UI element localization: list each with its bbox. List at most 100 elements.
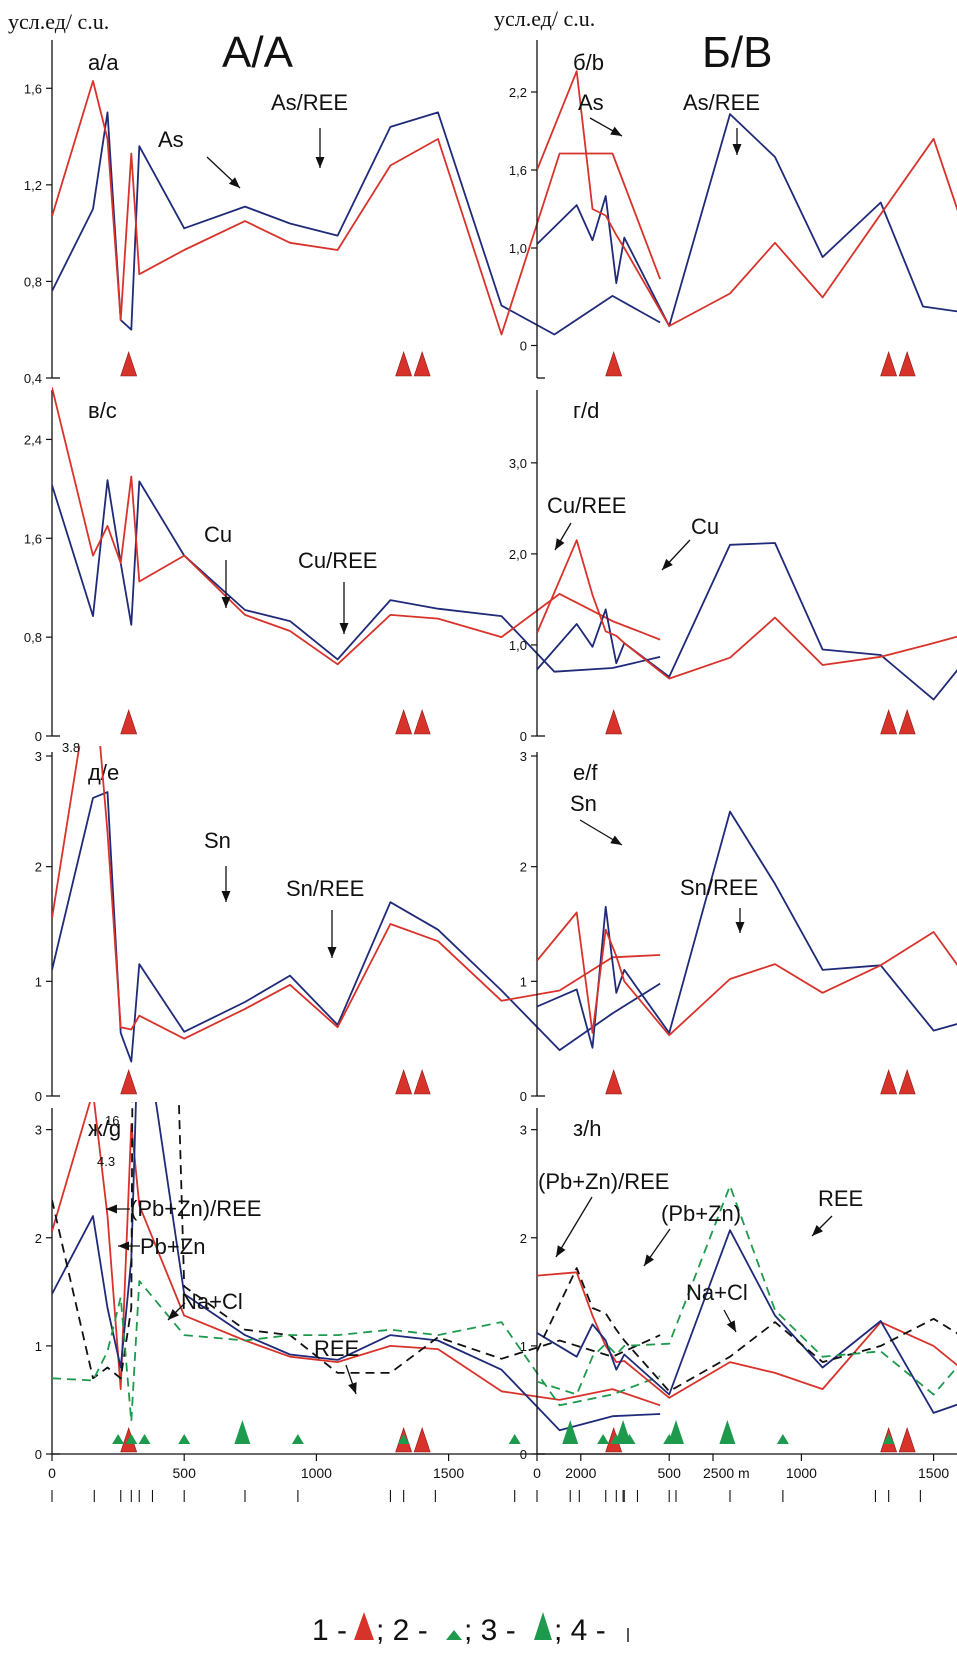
red-triangle-marker bbox=[605, 709, 623, 735]
annotation-arrowhead bbox=[228, 177, 240, 188]
annotation-label: Na+Cl bbox=[686, 1280, 748, 1305]
annotation-label: Cu/REE bbox=[547, 493, 626, 518]
green-triangle-small-marker bbox=[112, 1434, 125, 1444]
annotation-arrowhead bbox=[106, 1204, 117, 1214]
panel-label: а/а bbox=[88, 50, 119, 75]
y-unit-label-left: усл.ед/ с.u. bbox=[8, 9, 109, 34]
series-line-as bbox=[52, 111, 661, 336]
annotation-label: Sn/REE bbox=[286, 876, 364, 901]
series-line--pb-zn- bbox=[537, 1229, 957, 1414]
red-triangle-marker bbox=[898, 1069, 916, 1095]
column-title-left: А/А bbox=[222, 28, 294, 77]
chart-panel-d: 0 1,0 2,0 3,0 г/d Cu/REE Cu bbox=[509, 390, 957, 744]
panel-label: б/b bbox=[573, 50, 604, 75]
series-line-as-ree bbox=[537, 70, 957, 327]
y-tick-label: 3 bbox=[520, 1123, 527, 1138]
annotation-label: As bbox=[158, 127, 184, 152]
x-tick-label: 1000 bbox=[301, 1465, 332, 1481]
annotation-arrowhead bbox=[644, 1254, 655, 1266]
red-triangle-marker bbox=[880, 709, 898, 735]
y-tick-label: 0 bbox=[520, 339, 527, 354]
y-tick-label: 0 bbox=[520, 1089, 527, 1104]
red-triangle-marker bbox=[898, 1427, 916, 1453]
red-triangle-marker bbox=[120, 709, 138, 735]
red-triangle-marker bbox=[413, 1427, 431, 1453]
series-line--pb-zn-ree bbox=[52, 1102, 661, 1407]
y-tick-label: 2 bbox=[520, 860, 527, 875]
annotation-arrowhead bbox=[339, 623, 349, 634]
annotation-arrowhead bbox=[610, 835, 622, 845]
y-tick-label: 1 bbox=[520, 1339, 527, 1354]
annotation-label: 4.3 bbox=[97, 1154, 115, 1169]
annotation-arrowhead bbox=[221, 891, 231, 902]
y-tick-label: 3 bbox=[35, 749, 42, 764]
series-group bbox=[52, 80, 661, 336]
green-triangle-large-marker bbox=[234, 1420, 251, 1444]
series-line-na-cl bbox=[537, 1267, 957, 1393]
legend-text-4: ; 4 - bbox=[554, 1614, 606, 1647]
y-tick-label: 1 bbox=[35, 1339, 42, 1354]
annotation-label: As/REE bbox=[271, 90, 348, 115]
green-triangle-small-marker bbox=[776, 1434, 789, 1444]
annotation-arrowhead bbox=[556, 1245, 566, 1257]
y-unit-label-right: усл.ед/ с.u. bbox=[494, 6, 595, 31]
red-triangle-marker bbox=[395, 351, 413, 377]
annotation-arrow bbox=[555, 1196, 593, 1258]
green-triangle-small-marker bbox=[397, 1434, 410, 1444]
annotation-arrowhead bbox=[610, 126, 622, 136]
annotation-label: (Pb+Zn)/REE bbox=[538, 1169, 669, 1194]
x-tick-label: 500 bbox=[173, 1465, 197, 1481]
legend-text-3: ; 3 - bbox=[464, 1614, 516, 1647]
series-line-cu-ree bbox=[52, 387, 661, 666]
annotation-arrowhead bbox=[732, 144, 742, 155]
red-triangle-marker bbox=[898, 351, 916, 377]
red-triangle-marker bbox=[120, 351, 138, 377]
chart-panel-f: 0 1 2 3 е/f Sn Sn/REE bbox=[520, 749, 957, 1104]
x-tick-label: 1500 bbox=[918, 1465, 949, 1481]
green-triangle-large-marker bbox=[719, 1420, 736, 1444]
series-line-cu bbox=[52, 479, 661, 673]
annotation-label: Cu bbox=[691, 514, 719, 539]
chart-panels: 0,4 0,8 1,2 1,6 а/а As As/REE 0 1,0 1,6 2,2 б/b As As… bbox=[24, 40, 957, 1462]
annotation-arrowhead bbox=[555, 538, 565, 550]
series-group bbox=[537, 810, 957, 1049]
y-tick-label: 1,6 bbox=[24, 81, 42, 96]
green-triangle-large-marker bbox=[562, 1420, 579, 1444]
legend: 1 - ; 2 - ; 3 - ; 4 - bbox=[312, 1612, 629, 1647]
green-triangle-small-marker bbox=[138, 1434, 151, 1444]
series-line-pb-zn bbox=[52, 1102, 661, 1432]
series-line-ree bbox=[537, 1184, 957, 1396]
series-group bbox=[52, 387, 661, 673]
x-tick-label: 1000 bbox=[786, 1465, 817, 1481]
series-group bbox=[537, 70, 957, 327]
red-triangle-marker bbox=[880, 351, 898, 377]
x-tick-label: 500 bbox=[658, 1465, 682, 1481]
annotation-label: Cu bbox=[204, 522, 232, 547]
y-tick-label: 0,8 bbox=[24, 274, 42, 289]
x-tick-label: 0 bbox=[48, 1465, 56, 1481]
y-tick-label: 0 bbox=[35, 1089, 42, 1104]
annotation-label: Cu/REE bbox=[298, 548, 377, 573]
red-triangle-marker bbox=[605, 1069, 623, 1095]
series-line--pb-zn-ree bbox=[537, 1271, 957, 1399]
x-tick-label: 2000 bbox=[565, 1465, 596, 1481]
annotation-arrowhead bbox=[315, 157, 325, 168]
series-line-cu-ree bbox=[537, 539, 957, 680]
x-tick-label: 1500 bbox=[433, 1465, 464, 1481]
green-triangle-small-marker bbox=[882, 1434, 895, 1444]
y-tick-label: 1,2 bbox=[24, 178, 42, 193]
panel-label: в/с bbox=[88, 398, 117, 423]
red-triangle-marker bbox=[413, 351, 431, 377]
legend-red-triangle bbox=[354, 1612, 374, 1640]
y-tick-label: 3 bbox=[35, 1123, 42, 1138]
red-triangle-marker bbox=[898, 709, 916, 735]
y-tick-label: 2 bbox=[35, 1231, 42, 1246]
panel-label: г/d bbox=[573, 398, 599, 423]
series-line-as bbox=[537, 113, 957, 327]
y-tick-label: 2,0 bbox=[509, 547, 527, 562]
chart-panel-g: 0 1 2 3 ж/g (Pb+Zn)/REE Pb+Zn Na+Cl REE 16 4.3 bbox=[35, 1102, 684, 1462]
chart-panel-a: 0,4 0,8 1,2 1,6 а/а As As/REE bbox=[24, 40, 661, 386]
series-group bbox=[52, 746, 661, 1063]
